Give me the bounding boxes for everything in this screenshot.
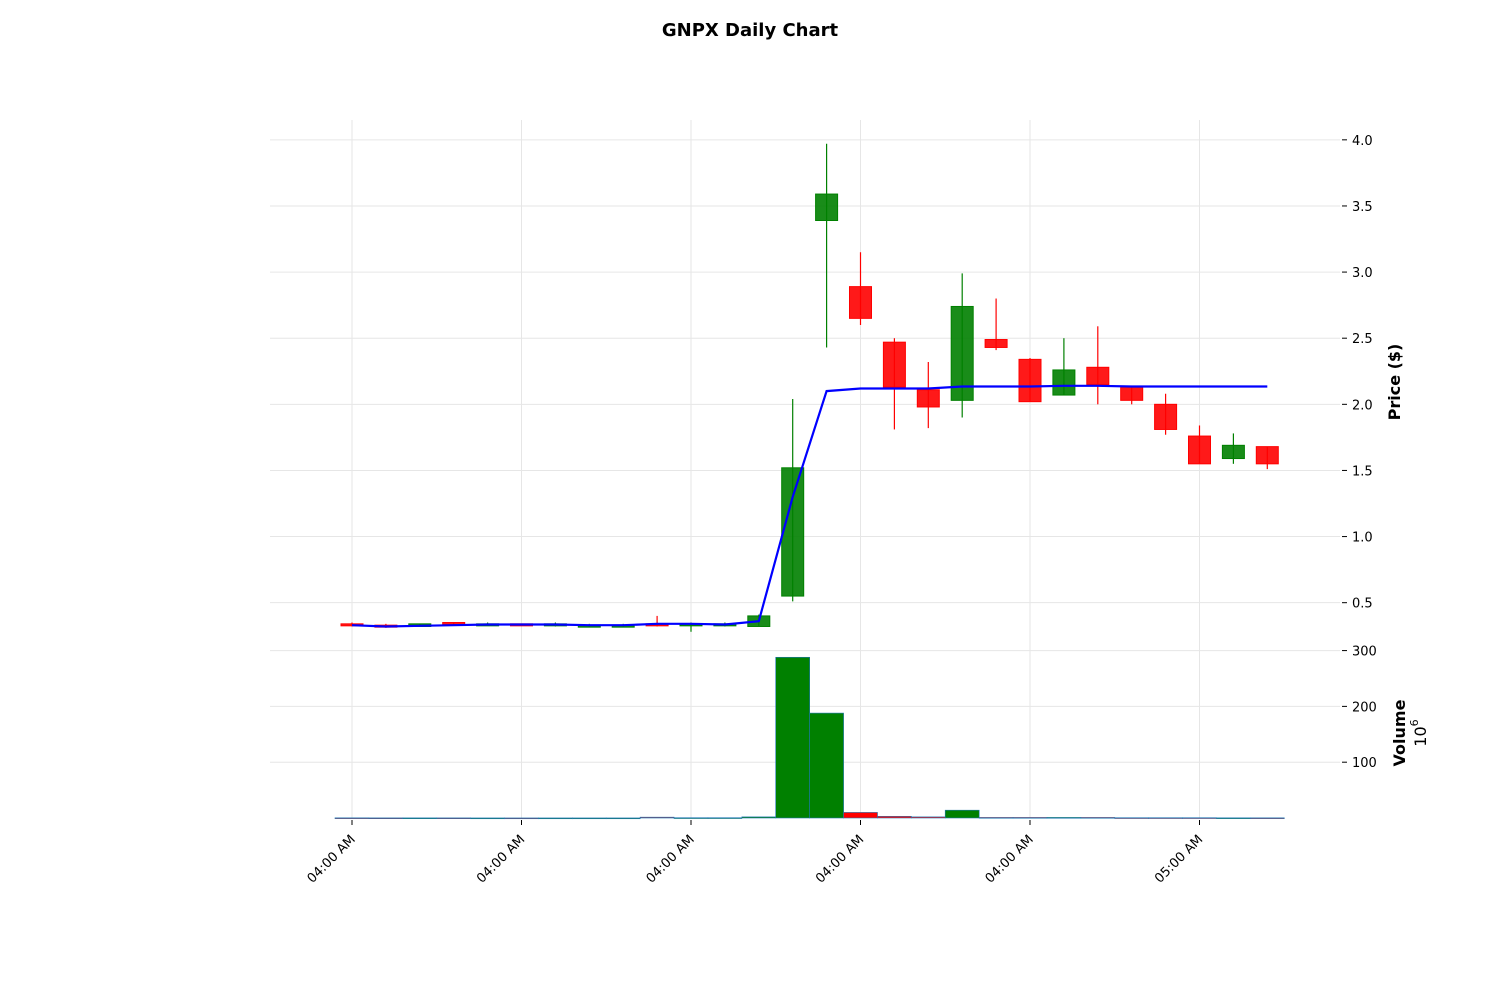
- volume-bar: [1080, 817, 1116, 819]
- volume-bar: [334, 817, 370, 819]
- volume-bar: [978, 817, 1014, 819]
- volume-bars: [334, 656, 1285, 820]
- volume-bar: [877, 816, 912, 819]
- volume-bar: [470, 817, 505, 820]
- x-axis: 04:00 AM 04:00 AM 04:00 AM 04:00 AM 04:00 AM…: [305, 820, 1206, 886]
- volume-bar: [504, 817, 539, 820]
- volume-panel: 100 200 300 Volume 106: [270, 645, 1430, 820]
- x-tick-label: 04:00 AM: [644, 832, 698, 886]
- price-y-tick-label: 0.5: [1352, 597, 1373, 612]
- candle-body: [815, 193, 839, 222]
- x-tick-label: 04:00 AM: [474, 832, 528, 886]
- candle-body: [984, 339, 1008, 348]
- candle-body: [1255, 446, 1279, 465]
- candle-body: [950, 305, 974, 401]
- candle-body: [781, 467, 805, 597]
- moving-average-line: [351, 384, 1268, 628]
- price-y-tick-label: 4.0: [1352, 134, 1373, 149]
- volume-bar: [1182, 817, 1217, 819]
- price-y-tick-label: 2.0: [1352, 398, 1373, 413]
- volume-y-tick-label: 100: [1352, 756, 1377, 771]
- x-tick-label: 04:00 AM: [813, 832, 867, 886]
- volume-bar: [402, 817, 438, 819]
- price-y-axis: 0.5 1.0 1.5 2.0 2.5 3.0 3.5 4.0: [1342, 134, 1373, 612]
- volume-multiplier-exponent: 6: [1408, 719, 1421, 726]
- volume-bar: [1148, 817, 1183, 819]
- volume-bar: [605, 817, 641, 820]
- volume-y-tick-label: 200: [1352, 700, 1377, 715]
- volume-bar: [775, 656, 811, 819]
- volume-multiplier-label: 106: [1408, 719, 1430, 746]
- price-axis-label: Price ($): [1385, 344, 1404, 421]
- volume-bar: [436, 817, 472, 819]
- volume-bar: [910, 816, 946, 819]
- chart-title: GNPX Daily Chart: [662, 20, 839, 41]
- volume-multiplier-base: 10: [1411, 726, 1430, 746]
- volume-bar: [1012, 817, 1048, 819]
- x-tick-label: 04:00 AM: [305, 832, 359, 886]
- volume-bar: [1216, 817, 1251, 819]
- price-y-tick-label: 3.5: [1352, 200, 1373, 215]
- candle-body: [1086, 366, 1110, 385]
- price-y-tick-label: 2.5: [1352, 332, 1373, 347]
- candles: [340, 143, 1279, 632]
- candle-body: [1221, 444, 1245, 460]
- volume-bar: [944, 809, 980, 819]
- x-tick-label: 04:00 AM: [983, 832, 1037, 886]
- price-y-tick-label: 1.5: [1352, 464, 1373, 479]
- volume-bar: [368, 817, 404, 819]
- volume-bar: [1046, 817, 1082, 819]
- volume-bar: [1114, 817, 1149, 819]
- volume-bar: [538, 817, 573, 820]
- price-y-tick-label: 3.0: [1352, 266, 1373, 281]
- volume-bar: [809, 712, 844, 819]
- price-panel: 0.5 1.0 1.5 2.0 2.5 3.0 3.5 4.0 Price ($): [270, 120, 1404, 645]
- price-y-tick-label: 1.0: [1352, 531, 1373, 546]
- candle-body: [916, 389, 940, 408]
- x-tick-label: 05:00 AM: [1152, 832, 1206, 886]
- volume-bar: [639, 816, 675, 819]
- volume-bar: [843, 812, 878, 819]
- volume-y-axis: 100 200 300: [1342, 645, 1377, 771]
- candle-body: [1018, 358, 1042, 403]
- volume-bar: [571, 817, 607, 820]
- candle-body: [849, 286, 872, 319]
- volume-bar: [673, 817, 709, 819]
- volume-bar: [741, 816, 777, 819]
- volume-y-tick-label: 300: [1352, 645, 1377, 660]
- candle-body: [1120, 386, 1144, 401]
- candle-body: [1188, 435, 1211, 465]
- volume-bar: [707, 817, 743, 819]
- volume-bar: [1250, 817, 1285, 819]
- candle-body: [1052, 369, 1076, 396]
- price-gridlines: [270, 120, 1340, 645]
- candle-body: [1154, 403, 1178, 430]
- volume-axis-label: Volume: [1390, 699, 1409, 766]
- candle-body: [882, 341, 906, 388]
